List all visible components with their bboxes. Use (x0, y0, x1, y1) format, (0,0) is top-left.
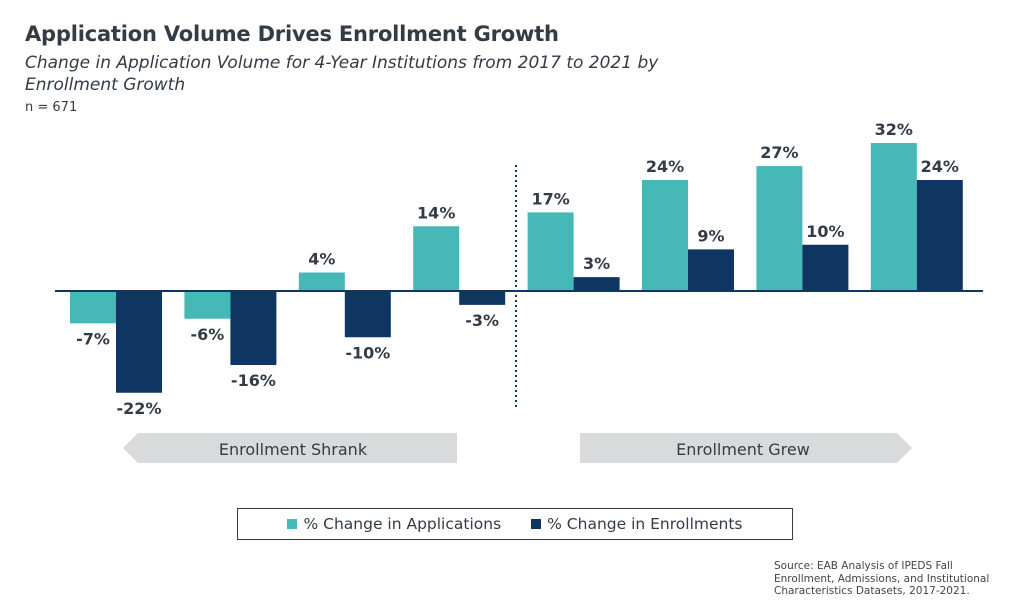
data-label: 24% (646, 157, 684, 176)
data-label: -10% (345, 343, 390, 362)
data-label: -3% (465, 311, 499, 330)
bar-applications-2 (298, 272, 345, 291)
data-label: 27% (760, 143, 798, 162)
arrow-enrollment-grew (580, 433, 912, 463)
bar-applications-7 (870, 143, 917, 291)
bar-enrollments-7 (916, 180, 963, 291)
bar-enrollments-2 (344, 291, 391, 338)
bar-enrollments-0 (116, 291, 162, 393)
data-label: -16% (231, 371, 276, 390)
data-label: 4% (308, 250, 335, 269)
legend-label-enrollments: % Change in Enrollments (547, 515, 743, 533)
data-label: -6% (190, 325, 224, 344)
legend-label-applications: % Change in Applications (303, 515, 502, 533)
legend-swatch-applications (287, 519, 298, 529)
arrow-enrollment-shrank (123, 433, 457, 463)
data-label: 17% (531, 189, 569, 208)
data-label: -7% (76, 329, 110, 348)
chart-title: Application Volume Drives Enrollment Gro… (25, 22, 559, 46)
bar-enrollments-3 (459, 291, 506, 305)
bar-enrollments-1 (230, 291, 277, 365)
bar-applications-6 (756, 166, 803, 291)
legend-item-enrollments: % Change in Enrollments (531, 515, 743, 533)
bar-applications-3 (413, 226, 460, 291)
data-label: 24% (921, 157, 959, 176)
data-label: 10% (806, 222, 844, 241)
group-label-shrank: Enrollment Shrank (219, 440, 368, 459)
chart-subtitle: Change in Application Volume for 4-Year … (25, 53, 659, 95)
data-label: -22% (117, 399, 162, 418)
bar-applications-1 (184, 291, 231, 319)
source-note: Source: EAB Analysis of IPEDS Fall Enrol… (774, 560, 990, 597)
legend: % Change in Applications % Change in Enr… (237, 508, 793, 540)
bar-applications-5 (642, 180, 688, 291)
data-label: 32% (875, 120, 913, 139)
data-label: 3% (583, 254, 610, 273)
data-label: 14% (417, 203, 455, 222)
bar-enrollments-5 (688, 249, 734, 291)
legend-item-applications: % Change in Applications (287, 515, 501, 533)
bar-applications-0 (70, 291, 116, 324)
group-label-grew: Enrollment Grew (676, 440, 810, 459)
bar-applications-4 (527, 212, 574, 291)
bar-enrollments-6 (802, 244, 849, 291)
data-label: 9% (697, 226, 724, 245)
legend-swatch-enrollments (531, 519, 542, 529)
bar-enrollments-4 (573, 277, 620, 291)
sample-size: n = 671 (25, 100, 78, 115)
